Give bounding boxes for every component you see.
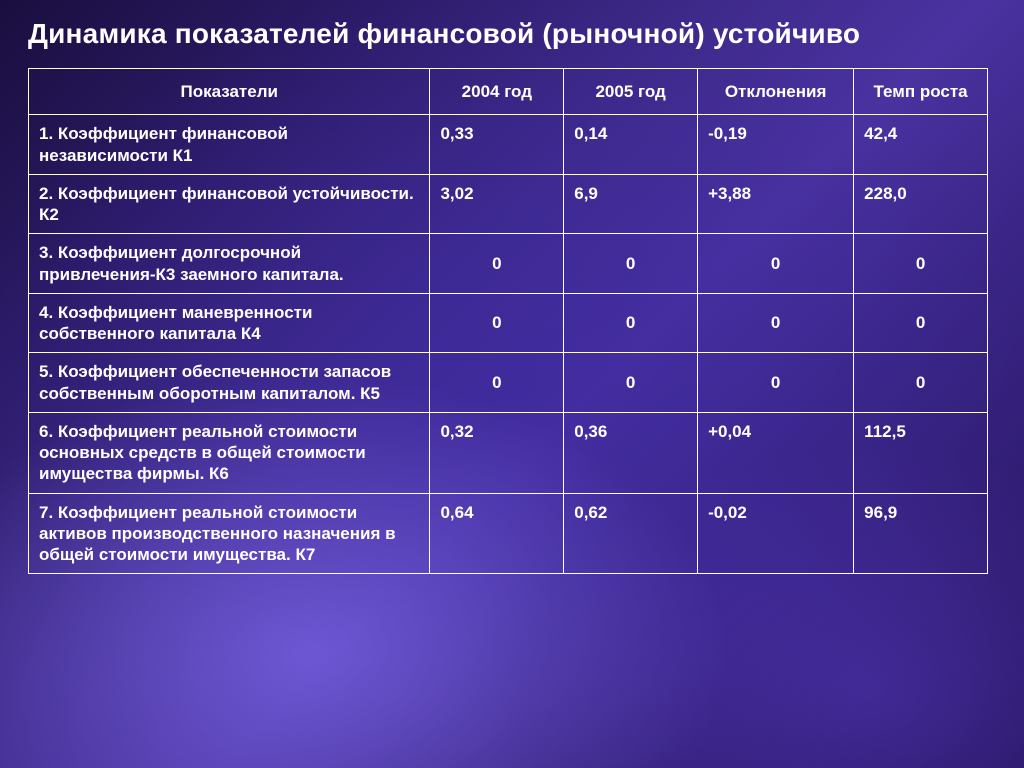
cell-rate: 228,0 [854, 174, 988, 234]
cell-delta: -0,19 [698, 115, 854, 175]
cell-rate: 112,5 [854, 412, 988, 493]
slide: Динамика показателей финансовой (рыночно… [0, 0, 1024, 768]
cell-2005: 0,62 [564, 493, 698, 574]
cell-label: 1. Коэффициент финансовой независимости … [29, 115, 430, 175]
table-header-row: Показатели 2004 год 2005 год Отклонения … [29, 69, 988, 115]
cell-2005: 0,36 [564, 412, 698, 493]
table-row: 4. Коэффициент маневренности собственног… [29, 293, 988, 353]
slide-title: Динамика показателей финансовой (рыночно… [28, 18, 1024, 50]
col-header-deviation: Отклонения [698, 69, 854, 115]
cell-delta: -0,02 [698, 493, 854, 574]
cell-2005: 0 [564, 293, 698, 353]
financial-table: Показатели 2004 год 2005 год Отклонения … [28, 68, 988, 574]
cell-rate: 96,9 [854, 493, 988, 574]
col-header-growth: Темп роста [854, 69, 988, 115]
cell-2004: 0 [430, 293, 564, 353]
cell-2004: 0 [430, 353, 564, 413]
cell-label: 4. Коэффициент маневренности собственног… [29, 293, 430, 353]
cell-2004: 0,32 [430, 412, 564, 493]
table-row: 6. Коэффициент реальной стоимости основн… [29, 412, 988, 493]
col-header-indicator: Показатели [29, 69, 430, 115]
table-body: 1. Коэффициент финансовой независимости … [29, 115, 988, 574]
cell-2004: 3,02 [430, 174, 564, 234]
cell-delta: 0 [698, 234, 854, 294]
table-row: 5. Коэффициент обеспеченности запасов со… [29, 353, 988, 413]
col-header-2004: 2004 год [430, 69, 564, 115]
cell-label: 5. Коэффициент обеспеченности запасов со… [29, 353, 430, 413]
cell-delta: 0 [698, 293, 854, 353]
cell-delta: +0,04 [698, 412, 854, 493]
cell-2005: 0 [564, 353, 698, 413]
table-row: 1. Коэффициент финансовой независимости … [29, 115, 988, 175]
table-row: 2. Коэффициент финансовой устойчивости. … [29, 174, 988, 234]
col-header-2005: 2005 год [564, 69, 698, 115]
cell-label: 2. Коэффициент финансовой устойчивости. … [29, 174, 430, 234]
cell-2004: 0,64 [430, 493, 564, 574]
cell-rate: 0 [854, 353, 988, 413]
cell-2004: 0,33 [430, 115, 564, 175]
cell-label: 6. Коэффициент реальной стоимости основн… [29, 412, 430, 493]
cell-2005: 0,14 [564, 115, 698, 175]
cell-2004: 0 [430, 234, 564, 294]
cell-delta: 0 [698, 353, 854, 413]
cell-rate: 42,4 [854, 115, 988, 175]
cell-rate: 0 [854, 234, 988, 294]
cell-delta: +3,88 [698, 174, 854, 234]
cell-label: 7. Коэффициент реальной стоимости активо… [29, 493, 430, 574]
cell-2005: 0 [564, 234, 698, 294]
table-row: 3. Коэффициент долгосрочной привлечения-… [29, 234, 988, 294]
table-row: 7. Коэффициент реальной стоимости активо… [29, 493, 988, 574]
cell-rate: 0 [854, 293, 988, 353]
cell-label: 3. Коэффициент долгосрочной привлечения-… [29, 234, 430, 294]
cell-2005: 6,9 [564, 174, 698, 234]
